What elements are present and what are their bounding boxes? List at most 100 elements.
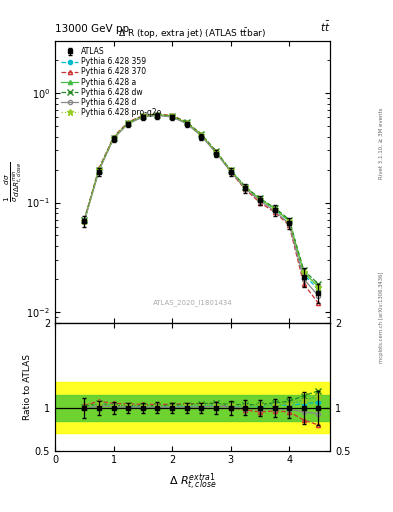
Pythia 6.428 pro-q2o	[272, 205, 277, 211]
Pythia 6.428 a	[272, 205, 277, 211]
Pythia 6.428 359	[287, 219, 292, 225]
Pythia 6.428 370	[140, 113, 145, 119]
Pythia 6.428 dw	[287, 217, 292, 223]
Pythia 6.428 pro-q2o	[243, 184, 248, 190]
Legend: ATLAS, Pythia 6.428 359, Pythia 6.428 370, Pythia 6.428 a, Pythia 6.428 dw, Pyth: ATLAS, Pythia 6.428 359, Pythia 6.428 37…	[59, 45, 163, 119]
Pythia 6.428 a	[301, 269, 306, 275]
Pythia 6.428 370	[257, 200, 262, 206]
Line: Pythia 6.428 dw: Pythia 6.428 dw	[81, 112, 321, 287]
Pythia 6.428 pro-q2o	[228, 167, 233, 174]
Pythia 6.428 359	[272, 205, 277, 211]
Pythia 6.428 a	[214, 149, 219, 155]
Pythia 6.428 dw	[199, 131, 204, 137]
Pythia 6.428 pro-q2o	[287, 218, 292, 224]
Pythia 6.428 pro-q2o	[199, 132, 204, 138]
Pythia 6.428 d	[126, 121, 130, 127]
Pythia 6.428 370	[97, 165, 101, 172]
Pythia 6.428 a	[257, 196, 262, 202]
Pythia 6.428 a	[170, 113, 174, 119]
Pythia 6.428 a	[287, 218, 292, 224]
Pythia 6.428 359	[243, 184, 248, 190]
Pythia 6.428 370	[243, 186, 248, 193]
Pythia 6.428 pro-q2o	[126, 120, 130, 126]
Pythia 6.428 370	[184, 119, 189, 125]
Pythia 6.428 359	[214, 149, 219, 155]
Pythia 6.428 dw	[126, 120, 130, 126]
Pythia 6.428 359	[82, 218, 86, 224]
Pythia 6.428 d	[155, 113, 160, 119]
Pythia 6.428 dw	[257, 196, 262, 202]
Pythia 6.428 dw	[140, 113, 145, 119]
Pythia 6.428 a	[316, 284, 321, 290]
Pythia 6.428 370	[155, 111, 160, 117]
Text: ATLAS_2020_I1801434: ATLAS_2020_I1801434	[153, 299, 232, 306]
Pythia 6.428 pro-q2o	[97, 166, 101, 173]
Pythia 6.428 dw	[82, 217, 86, 223]
Title: $\Delta$ R (top, extra jet) (ATLAS t$\bar{\rm t}$bar): $\Delta$ R (top, extra jet) (ATLAS t$\ba…	[119, 26, 266, 41]
Pythia 6.428 d	[140, 114, 145, 120]
Pythia 6.428 d	[272, 208, 277, 214]
Pythia 6.428 pro-q2o	[140, 113, 145, 119]
Pythia 6.428 dw	[97, 166, 101, 173]
Pythia 6.428 d	[111, 136, 116, 142]
Pythia 6.428 d	[257, 198, 262, 204]
Pythia 6.428 pro-q2o	[82, 218, 86, 224]
Pythia 6.428 359	[155, 112, 160, 118]
Pythia 6.428 dw	[272, 204, 277, 210]
Pythia 6.428 a	[243, 184, 248, 190]
Pythia 6.428 a	[228, 167, 233, 174]
Pythia 6.428 pro-q2o	[316, 284, 321, 290]
Pythia 6.428 dw	[316, 281, 321, 287]
Pythia 6.428 pro-q2o	[155, 112, 160, 118]
Pythia 6.428 359	[257, 196, 262, 202]
Text: 13000 GeV pp: 13000 GeV pp	[55, 24, 129, 34]
Pythia 6.428 370	[82, 217, 86, 223]
Pythia 6.428 d	[287, 221, 292, 227]
Y-axis label: Ratio to ATLAS: Ratio to ATLAS	[23, 354, 32, 419]
Line: Pythia 6.428 370: Pythia 6.428 370	[82, 112, 321, 305]
Pythia 6.428 d	[82, 219, 86, 225]
Text: Rivet 3.1.10, ≥ 3M events: Rivet 3.1.10, ≥ 3M events	[379, 108, 384, 179]
Pythia 6.428 359	[184, 120, 189, 126]
Pythia 6.428 359	[228, 168, 233, 174]
Y-axis label: $\frac{1}{\sigma}\frac{d\sigma}{d\Delta R_{t,close}^{min}}$: $\frac{1}{\sigma}\frac{d\sigma}{d\Delta …	[2, 161, 24, 202]
Pythia 6.428 370	[199, 131, 204, 137]
Line: Pythia 6.428 d: Pythia 6.428 d	[82, 113, 321, 298]
Pythia 6.428 dw	[228, 167, 233, 173]
Pythia 6.428 a	[155, 112, 160, 118]
Pythia 6.428 pro-q2o	[111, 135, 116, 141]
Pythia 6.428 359	[97, 166, 101, 173]
Pythia 6.428 359	[170, 114, 174, 120]
Pythia 6.428 pro-q2o	[214, 149, 219, 155]
Pythia 6.428 a	[184, 120, 189, 126]
Pythia 6.428 d	[184, 121, 189, 127]
Pythia 6.428 a	[199, 132, 204, 138]
Pythia 6.428 370	[316, 300, 321, 306]
Pythia 6.428 d	[243, 185, 248, 191]
Pythia 6.428 pro-q2o	[184, 120, 189, 126]
Pythia 6.428 a	[111, 135, 116, 141]
Pythia 6.428 370	[301, 281, 306, 287]
Pythia 6.428 d	[199, 133, 204, 139]
Pythia 6.428 370	[228, 169, 233, 175]
Pythia 6.428 dw	[214, 148, 219, 154]
Pythia 6.428 d	[228, 168, 233, 175]
Pythia 6.428 a	[82, 218, 86, 224]
Pythia 6.428 dw	[184, 119, 189, 125]
Pythia 6.428 dw	[301, 267, 306, 273]
Pythia 6.428 359	[140, 114, 145, 120]
Text: mcplots.cern.ch [arXiv:1306.3436]: mcplots.cern.ch [arXiv:1306.3436]	[379, 272, 384, 363]
Line: Pythia 6.428 pro-q2o: Pythia 6.428 pro-q2o	[81, 112, 321, 290]
Pythia 6.428 359	[111, 135, 116, 141]
Text: $t\bar{t}$: $t\bar{t}$	[320, 20, 330, 34]
Bar	[55, 395, 330, 421]
Pythia 6.428 dw	[155, 112, 160, 118]
Pythia 6.428 dw	[111, 135, 116, 141]
Pythia 6.428 a	[140, 113, 145, 119]
Pythia 6.428 359	[316, 287, 321, 293]
Pythia 6.428 pro-q2o	[257, 196, 262, 202]
Pythia 6.428 370	[272, 209, 277, 215]
Pythia 6.428 370	[111, 134, 116, 140]
Pythia 6.428 pro-q2o	[301, 269, 306, 275]
Pythia 6.428 d	[301, 276, 306, 282]
